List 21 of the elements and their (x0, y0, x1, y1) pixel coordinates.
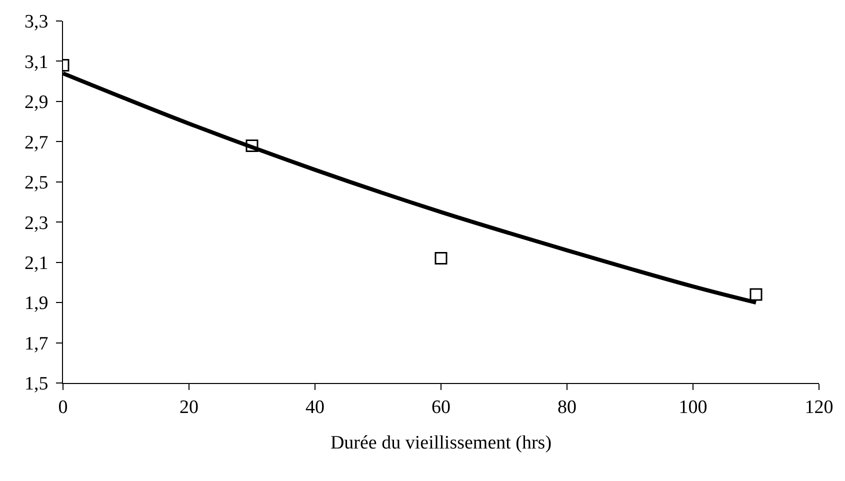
x-tick-label: 80 (558, 396, 576, 418)
y-tick-label: 3,3 (24, 12, 48, 33)
x-tick-label: 60 (432, 396, 450, 418)
y-tick-label: 2,5 (24, 172, 48, 194)
x-tick-label: 0 (58, 396, 68, 418)
point (246, 139, 258, 152)
y-tick-label: 3,1 (24, 52, 48, 73)
y-tick-label: 2,7 (24, 132, 48, 154)
point (434, 252, 448, 265)
y-tick-label: 2,1 (24, 252, 48, 274)
x-axis-title: Durée du vieillissement (hrs) (330, 432, 552, 454)
point (750, 288, 762, 301)
y-tick-label: 2,9 (24, 92, 48, 114)
y-tick-label: 1,9 (24, 293, 48, 314)
y-tick-label: 2,3 (24, 212, 48, 234)
y-tick-label: 1,7 (24, 333, 48, 354)
x-tick-label: 120 (804, 396, 834, 418)
y-tick-label: 1,5 (24, 374, 48, 395)
x-tick-label: 40 (306, 396, 324, 418)
x-tick-label: 20 (180, 396, 198, 418)
x-tick-label: 100 (678, 396, 708, 418)
